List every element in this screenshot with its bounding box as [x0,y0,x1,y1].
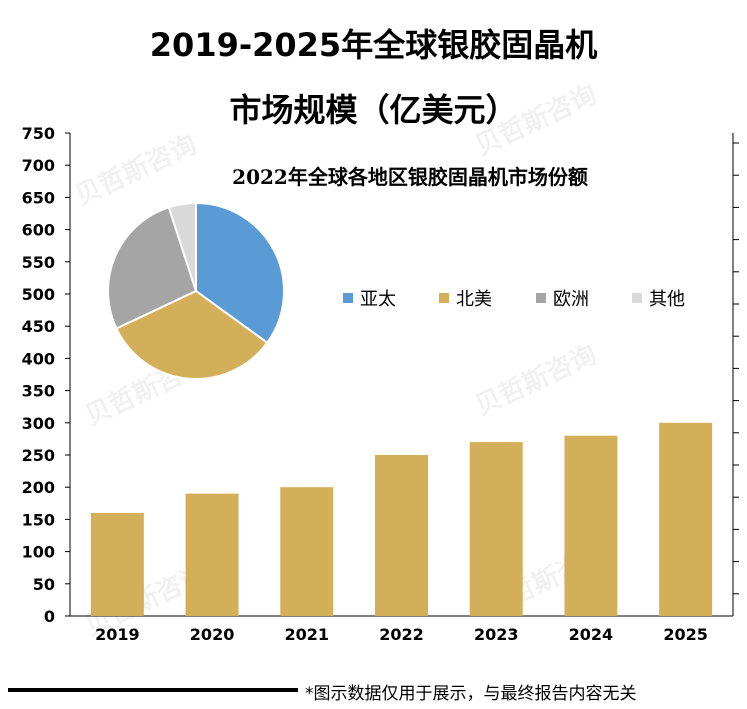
y-tick-label: 650 [22,188,55,207]
bar [659,422,713,616]
pie-slice [107,206,198,330]
y-tick-label: 300 [22,414,55,433]
bar [90,512,144,616]
y-tick-label: 450 [22,317,55,336]
pie-slice [115,289,269,380]
legend-swatch [632,293,642,303]
legend-label: 欧洲 [553,289,589,310]
x-tick-label: 2024 [569,625,614,644]
x-tick-label: 2020 [190,625,235,644]
bar [280,487,334,616]
y-tick-label: 100 [22,543,55,562]
pie-title: 2022年全球各地区银胶固晶机市场份额 [232,165,588,189]
x-tick-label: 2021 [285,625,330,644]
legend-swatch [536,293,546,303]
footer-rule [8,688,298,692]
y-tick-label: 0 [44,607,55,626]
x-tick-label: 2019 [95,625,140,644]
y-tick-label: 550 [22,253,55,272]
bar [185,493,239,616]
y-tick-label: 350 [22,382,55,401]
x-tick-label: 2025 [663,625,708,644]
y-tick-label: 700 [22,156,55,175]
bar [375,455,428,616]
y-tick-label: 50 [33,575,55,594]
legend-swatch [343,293,353,303]
y-tick-label: 150 [22,510,55,529]
x-tick-label: 2023 [474,625,519,644]
y-tick-label: 500 [22,285,55,304]
y-tick-label: 600 [22,221,55,240]
bar [564,435,618,616]
x-tick-label: 2022 [379,625,424,644]
pie-slice [167,201,197,292]
bar [469,442,523,616]
legend-label: 亚太 [360,289,396,310]
legend-swatch [439,293,449,303]
chart-title-line1: 2019-2025年全球银胶固晶机 [149,26,598,64]
pie-slice [195,201,285,345]
footnote: *图示数据仅用于展示，与最终报告内容无关 [305,684,637,704]
legend-label: 北美 [456,289,492,310]
legend-label: 其他 [649,289,685,310]
chart-title-line2: 市场规模（亿美元） [229,91,518,129]
y-tick-label: 250 [22,446,55,465]
y-tick-label: 400 [22,349,55,368]
y-tick-label: 200 [22,478,55,497]
y-tick-label: 750 [22,124,55,143]
